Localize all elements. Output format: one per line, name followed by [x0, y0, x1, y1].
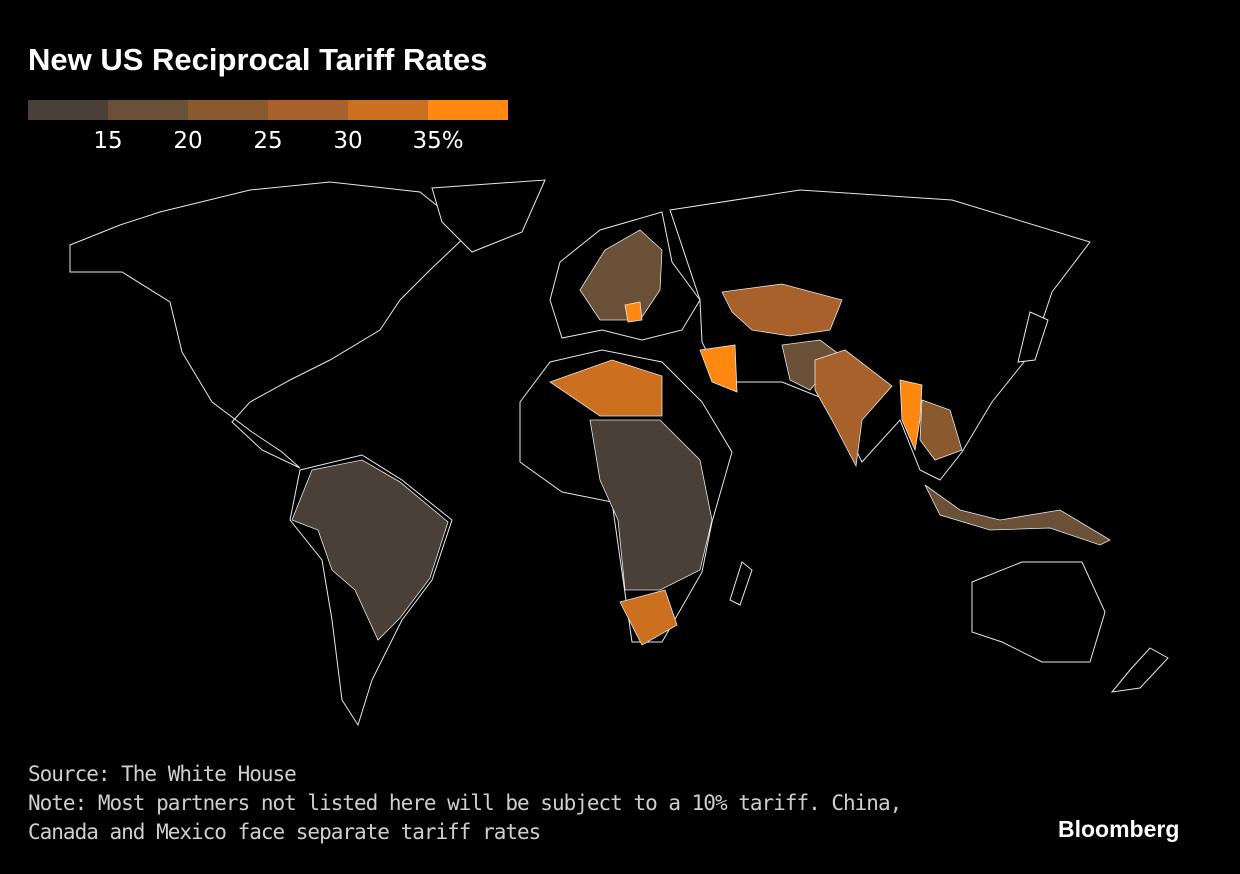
region-central-africa [589, 419, 713, 591]
greenland [431, 179, 546, 253]
legend-label: 30 [333, 128, 363, 154]
legend-swatch [428, 100, 508, 120]
madagascar [729, 561, 753, 606]
note-text-line1: Note: Most partners not listed here will… [28, 791, 902, 815]
region-kazakhstan [721, 283, 843, 337]
legend-swatch [348, 100, 428, 120]
note-text-line2: Canada and Mexico face separate tariff r… [28, 820, 541, 844]
color-legend: 15 20 25 30 35% [28, 100, 508, 158]
region-europe [579, 229, 663, 321]
legend-swatch [268, 100, 348, 120]
japan [1017, 311, 1049, 363]
tariff-regions [291, 229, 1111, 646]
chart-title: New US Reciprocal Tariff Rates [28, 42, 488, 77]
region-south-africa [619, 589, 678, 646]
legend-label: 25 [253, 128, 283, 154]
legend-label: 20 [173, 128, 203, 154]
source-text: Source: The White House [28, 762, 297, 786]
legend-label: 15 [93, 128, 123, 154]
region-india [814, 349, 893, 468]
north-america [69, 181, 471, 469]
australia [971, 561, 1106, 663]
legend-swatch [108, 100, 188, 120]
region-brazil-south-america [291, 459, 449, 641]
region-thailand-cambodia [919, 399, 963, 461]
new-zealand [1110, 647, 1169, 693]
source-note: Source: The White House Note: Most partn… [28, 760, 902, 847]
region-myanmar-laos [899, 379, 923, 452]
region-algeria-libya [549, 359, 663, 417]
legend-swatch [188, 100, 268, 120]
legend-label: 35% [412, 128, 464, 154]
region-iraq-syria [699, 344, 738, 393]
region-indonesia [924, 484, 1111, 546]
world-map [69, 179, 1169, 727]
bloomberg-logo: Bloomberg [1058, 816, 1180, 842]
region-serbia-bosnia [624, 301, 643, 323]
legend-swatch [28, 100, 108, 120]
legend-color-bar [28, 100, 508, 120]
